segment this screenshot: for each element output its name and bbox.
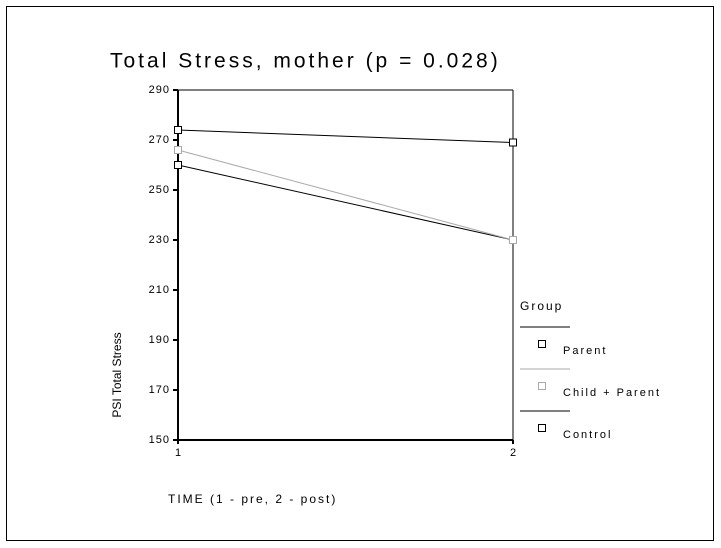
y-tick-label: 150 [149,434,170,446]
y-tick-label: 250 [149,184,170,196]
point-marker [174,161,182,169]
chart-title: Total Stress, mother (p = 0.028) [110,50,501,73]
y-tick-label: 170 [149,384,170,396]
y-tick-label: 270 [149,134,170,146]
series-line [177,129,514,143]
frame [6,6,714,541]
legend-label: Control [563,429,612,441]
x-axis-label: TIME (1 - pre, 2 - post) [168,492,337,506]
y-tick-label: 290 [149,84,170,96]
point-marker [174,146,182,154]
point-marker [509,236,517,244]
y-tick-label: 210 [149,284,170,296]
y-tick-label: 230 [149,234,170,246]
y-axis-label: PSI Total Stress [110,332,124,417]
legend-marker [538,382,546,390]
y-tick-label: 190 [149,334,170,346]
legend-label: Parent [563,345,607,357]
point-marker [174,126,182,134]
x-tick-label: 2 [510,447,516,459]
legend-marker [538,340,546,348]
series-line [177,149,514,241]
legend-label: Child + Parent [563,387,661,399]
series-line [177,164,514,241]
x-tick-label: 1 [175,447,181,459]
legend-marker [538,424,546,432]
legend-title: Group [520,299,563,313]
point-marker [509,138,517,147]
